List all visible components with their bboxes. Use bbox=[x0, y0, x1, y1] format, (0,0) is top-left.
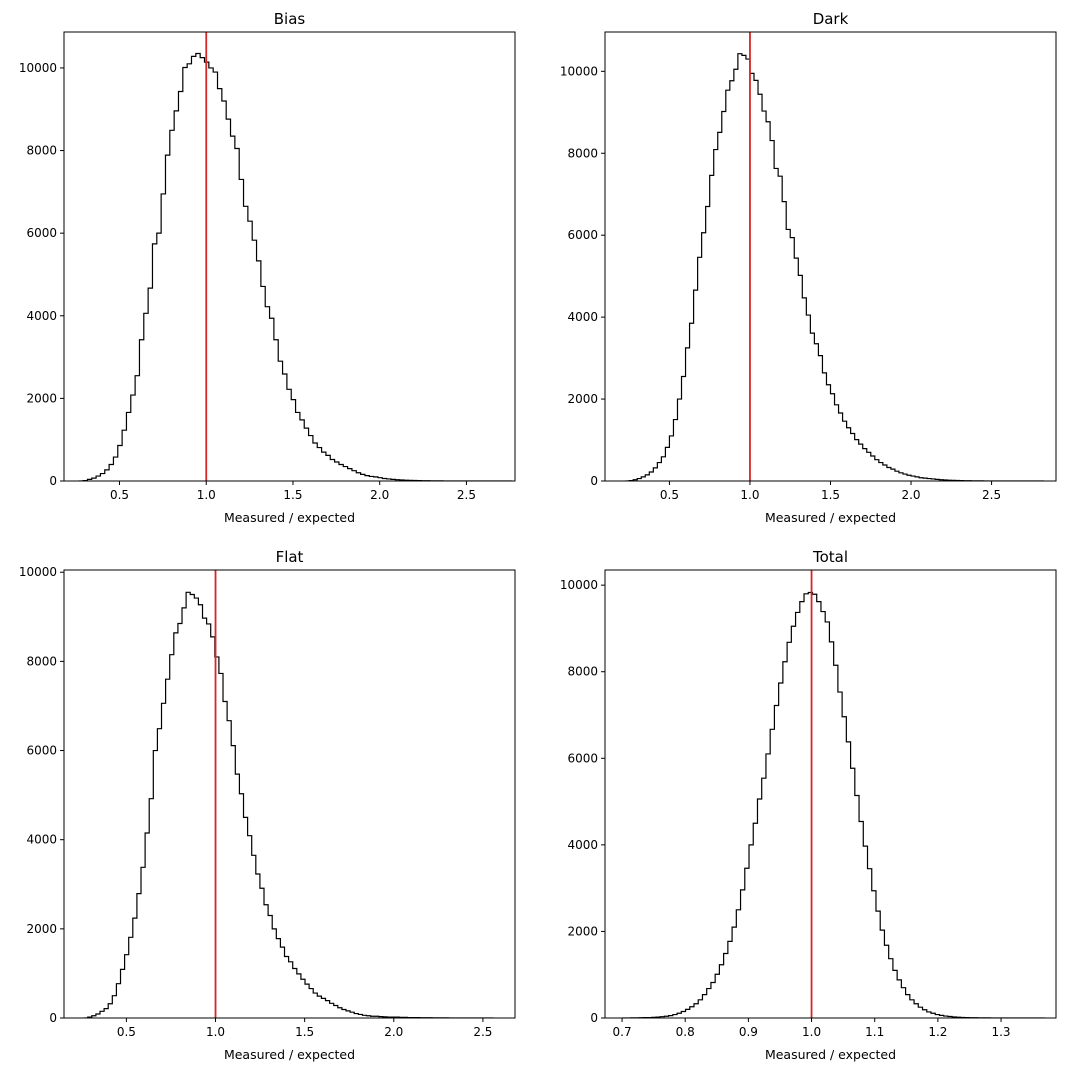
y-tick-label: 0 bbox=[590, 474, 598, 488]
y-tick-label: 10000 bbox=[560, 64, 598, 78]
y-tick-label: 4000 bbox=[567, 838, 598, 852]
chart-title: Flat bbox=[276, 548, 304, 566]
plot-frame-dark bbox=[604, 31, 1057, 482]
chart-dark: 0.5 1.0 1.5 2.0 2.5 0 2000 4000 6000 8000 10000 Dar… bbox=[560, 10, 1057, 525]
histogram-bias bbox=[78, 52, 513, 481]
y-tick-label: 0 bbox=[590, 1011, 598, 1025]
x-tick-label: 1.5 bbox=[821, 488, 840, 502]
chart-title: Bias bbox=[274, 10, 306, 28]
y-tick-label: 8000 bbox=[26, 654, 57, 668]
y-tick-label: 2000 bbox=[26, 391, 57, 405]
y-tick-label: 2000 bbox=[567, 392, 598, 406]
y-tick-label: 10000 bbox=[560, 578, 598, 592]
y-tick-label: 6000 bbox=[26, 226, 57, 240]
y-tick-label: 0 bbox=[49, 474, 57, 488]
y-tick-label: 10000 bbox=[19, 565, 57, 579]
y-tick-label: 0 bbox=[49, 1011, 57, 1025]
x-tick-label: 0.9 bbox=[739, 1025, 758, 1039]
plot-frame-total bbox=[604, 569, 1057, 1019]
x-axis-label: Measured / expected bbox=[224, 1047, 355, 1062]
y-tick-label: 6000 bbox=[567, 228, 598, 242]
histogram-dark bbox=[625, 53, 1044, 481]
x-tick-label: 1.0 bbox=[740, 488, 759, 502]
x-tick-label: 0.5 bbox=[660, 488, 679, 502]
x-tick-label: 1.0 bbox=[197, 488, 216, 502]
chart-title: Dark bbox=[813, 10, 849, 28]
chart-bias: 0.5 1.0 1.5 2.0 2.5 0 2000 4000 6000 8000 10000 Bia… bbox=[19, 10, 516, 525]
x-tick-label: 1.2 bbox=[928, 1025, 947, 1039]
x-tick-label: 0.8 bbox=[676, 1025, 695, 1039]
x-tick-label: 0.5 bbox=[117, 1025, 136, 1039]
y-tick-label: 8000 bbox=[567, 146, 598, 160]
y-tick-label: 10000 bbox=[19, 61, 57, 75]
x-tick-label: 2.0 bbox=[370, 488, 389, 502]
y-tick-label: 4000 bbox=[26, 309, 57, 323]
y-tick-label: 6000 bbox=[26, 744, 57, 758]
plot-frame-flat bbox=[63, 569, 516, 1019]
x-tick-label: 2.5 bbox=[473, 1025, 492, 1039]
x-tick-label: 1.0 bbox=[802, 1025, 821, 1039]
x-axis-label: Measured / expected bbox=[765, 510, 896, 525]
plot-frame-bias bbox=[63, 31, 516, 482]
x-tick-label: 2.0 bbox=[901, 488, 920, 502]
x-tick-label: 2.5 bbox=[457, 488, 476, 502]
x-tick-label: 1.0 bbox=[206, 1025, 225, 1039]
chart-total: 0.7 0.8 0.9 1.0 1.1 1.2 1.3 0 2000 4000 6000 8000 10… bbox=[560, 548, 1057, 1062]
y-tick-label: 2000 bbox=[26, 922, 57, 936]
histogram-flat bbox=[83, 591, 494, 1018]
y-tick-label: 8000 bbox=[26, 144, 57, 158]
x-tick-label: 2.5 bbox=[982, 488, 1001, 502]
y-tick-label: 4000 bbox=[567, 310, 598, 324]
chart-title: Total bbox=[812, 548, 848, 566]
x-tick-label: 2.0 bbox=[384, 1025, 403, 1039]
y-tick-label: 8000 bbox=[567, 665, 598, 679]
x-axis-label: Measured / expected bbox=[765, 1047, 896, 1062]
chart-flat: 0.5 1.0 1.5 2.0 2.5 0 2000 4000 6000 8000 10000 Fla… bbox=[19, 548, 516, 1062]
y-tick-label: 2000 bbox=[567, 924, 598, 938]
x-tick-label: 0.7 bbox=[613, 1025, 632, 1039]
x-tick-label: 1.5 bbox=[283, 488, 302, 502]
x-tick-label: 0.5 bbox=[110, 488, 129, 502]
x-tick-label: 1.5 bbox=[295, 1025, 314, 1039]
y-tick-label: 6000 bbox=[567, 751, 598, 765]
histogram-total bbox=[622, 591, 1046, 1018]
y-tick-label: 4000 bbox=[26, 833, 57, 847]
x-tick-label: 1.1 bbox=[865, 1025, 884, 1039]
x-axis-label: Measured / expected bbox=[224, 510, 355, 525]
x-tick-label: 1.3 bbox=[991, 1025, 1010, 1039]
